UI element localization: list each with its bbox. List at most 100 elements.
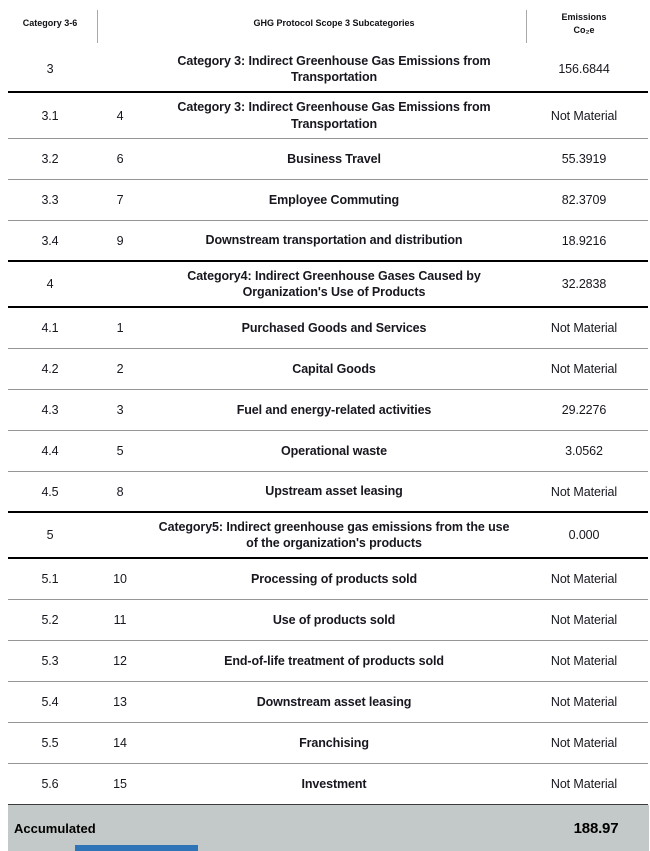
emissions-value-cell: 82.3709 — [561, 193, 607, 207]
category-number-cell: 5.4 — [41, 695, 59, 709]
subcategory-number-cell: 4 — [116, 108, 124, 123]
subcategory-number-cell: 3 — [116, 403, 124, 417]
subcategory-number-cell: 7 — [116, 193, 124, 207]
subcategory-label-cell: Fuel and energy-related activities — [236, 402, 432, 417]
table-row[interactable]: 3.2 6 Business Travel 55.3919 — [8, 139, 648, 180]
subcategory-label-cell: Investment — [301, 776, 367, 791]
subcategory-label-cell: Use of products sold — [272, 612, 396, 627]
category-number-cell: 5.1 — [41, 572, 59, 586]
category-number-cell: 5.3 — [41, 654, 59, 668]
emissions-value-cell: Not Material — [550, 572, 618, 586]
emissions-value-cell: 156.6844 — [558, 62, 610, 76]
subcategory-label-cell: Category 3: Indirect Greenhouse Gas Emis… — [177, 100, 491, 131]
table-row[interactable]: 5.3 12 End-of-life treatment of products s… — [8, 641, 648, 682]
category-number-cell: 3.2 — [41, 152, 59, 166]
table-row[interactable]: 3.4 9 Downstream transportation and distri… — [8, 221, 648, 262]
subcategory-label-cell: Category5: Indirect greenhouse gas emiss… — [158, 519, 510, 550]
column-header-emissions-line2: Co₂e — [573, 24, 595, 35]
accumulated-row: Accumulated 188.97 — [8, 805, 649, 851]
emissions-value-cell: Not Material — [550, 736, 618, 750]
table-row[interactable]: 4.5 8 Upstream asset leasing Not Material — [8, 472, 648, 513]
category-number-cell: 3.1 — [41, 108, 59, 123]
subcategory-number-cell: 13 — [113, 695, 127, 709]
emissions-value-cell: 18.9216 — [561, 233, 607, 248]
emissions-value-cell: Not Material — [550, 654, 618, 668]
emissions-value-cell: Not Material — [550, 321, 618, 335]
accumulated-value: 188.97 — [573, 819, 619, 837]
subcategory-number-cell: 8 — [116, 484, 124, 499]
category-number-cell: 3.4 — [41, 233, 59, 248]
category-number-cell: 4.4 — [41, 444, 59, 458]
emissions-value-cell: Not Material — [550, 108, 618, 123]
table-row[interactable]: 5.1 10 Processing of products sold Not Mate… — [8, 559, 648, 600]
table-row[interactable]: 5.5 14 Franchising Not Material — [8, 723, 648, 764]
category-number-cell: 4.5 — [41, 484, 59, 499]
subcategory-number-cell: 9 — [116, 233, 124, 248]
category-number-cell: 4.1 — [41, 321, 59, 335]
table-row[interactable]: 4 Category4: Indirect Greenhouse Gases Ca… — [8, 262, 648, 308]
subcategory-number-cell: 5 — [116, 444, 124, 458]
header-divider-right — [526, 10, 527, 43]
subcategory-label-cell: Operational waste — [281, 443, 387, 458]
table-row[interactable]: 3.1 4 Category 3: Indirect Greenhouse Gas … — [8, 93, 648, 139]
table-row[interactable]: 3.3 7 Employee Commuting 82.3709 — [8, 180, 648, 221]
subcategory-number-cell: 12 — [113, 654, 127, 668]
category-number-cell: 4.3 — [41, 403, 59, 417]
column-header-subcategories[interactable]: GHG Protocol Scope 3 Subcategories — [253, 18, 415, 29]
accumulated-label: Accumulated — [14, 820, 96, 836]
subcategory-number-cell: 14 — [113, 736, 127, 750]
subcategory-number-cell: 15 — [113, 777, 127, 791]
table-row[interactable]: 4.1 1 Purchased Goods and Services Not Mate… — [8, 308, 648, 349]
subcategory-number-cell: 1 — [116, 321, 124, 335]
category-number-cell: 5 — [46, 528, 54, 542]
subcategory-label-cell: Category 3: Indirect Greenhouse Gas Emis… — [177, 53, 491, 84]
emissions-value-cell: Not Material — [550, 777, 618, 791]
subcategory-number-cell: 11 — [113, 613, 127, 627]
column-header-category[interactable]: Category 3-6 — [22, 18, 78, 29]
subcategory-number-cell: 2 — [116, 362, 124, 376]
emissions-value-cell: 55.3919 — [561, 152, 607, 166]
emissions-value-cell: Not Material — [550, 613, 618, 627]
category-number-cell: 5.2 — [41, 613, 59, 627]
subcategory-label-cell: Downstream asset leasing — [256, 694, 412, 709]
category-number-cell: 3 — [46, 62, 54, 76]
emissions-value-cell: Not Material — [550, 362, 618, 376]
subcategory-label-cell: Downstream transportation and distributi… — [205, 233, 463, 248]
table-row[interactable]: 5 Category5: Indirect greenhouse gas emis… — [8, 513, 648, 559]
table-row[interactable]: 4.4 5 Operational waste 3.0562 — [8, 431, 648, 472]
category-number-cell: 3.3 — [41, 193, 59, 207]
horizontal-scrollbar-thumb[interactable] — [75, 845, 198, 851]
table-row[interactable]: 4.2 2 Capital Goods Not Material — [8, 349, 648, 390]
subcategory-label-cell: Upstream asset leasing — [265, 484, 403, 499]
subcategory-number-cell: 10 — [113, 572, 127, 586]
emissions-value-cell: Not Material — [550, 695, 618, 709]
table-row[interactable]: 5.2 11 Use of products sold Not Material — [8, 600, 648, 641]
column-header-emissions-line1: Emissions — [561, 12, 607, 23]
table-row[interactable]: 3 Category 3: Indirect Greenhouse Gas Emi… — [8, 47, 648, 93]
column-header-emissions[interactable]: Emissions Co₂e — [520, 11, 648, 35]
header-divider-left — [97, 10, 98, 43]
subcategory-label-cell: Franchising — [299, 735, 369, 750]
table-row[interactable]: 5.4 13 Downstream asset leasing Not Materia… — [8, 682, 648, 723]
table-row[interactable]: 5.6 15 Investment Not Material — [8, 764, 648, 805]
subcategory-label-cell: Employee Commuting — [268, 192, 400, 207]
subcategory-label-cell: End-of-life treatment of products sold — [224, 653, 444, 668]
category-number-cell: 4.2 — [41, 362, 59, 376]
emissions-value-cell: 32.2838 — [561, 277, 607, 291]
emissions-value-cell: 3.0562 — [565, 444, 603, 458]
subcategory-number-cell: 6 — [116, 152, 124, 166]
emissions-value-cell: 0.000 — [568, 528, 600, 542]
category-number-cell: 5.5 — [41, 736, 59, 750]
category-number-cell: 5.6 — [41, 777, 59, 791]
emissions-value-cell: Not Material — [550, 484, 618, 499]
table-row[interactable]: 4.3 3 Fuel and energy-related activities 29… — [8, 390, 648, 431]
emissions-value-cell: 29.2276 — [561, 403, 607, 417]
subcategory-label-cell: Business Travel — [287, 151, 381, 166]
subcategory-label-cell: Processing of products sold — [250, 571, 418, 586]
subcategory-label-cell: Purchased Goods and Services — [241, 320, 427, 335]
table-body: 3 Category 3: Indirect Greenhouse Gas Emi… — [0, 47, 650, 805]
category-number-cell: 4 — [46, 277, 54, 291]
subcategory-label-cell: Capital Goods — [292, 361, 376, 376]
subcategory-label-cell: Category4: Indirect Greenhouse Gases Cau… — [187, 268, 481, 299]
